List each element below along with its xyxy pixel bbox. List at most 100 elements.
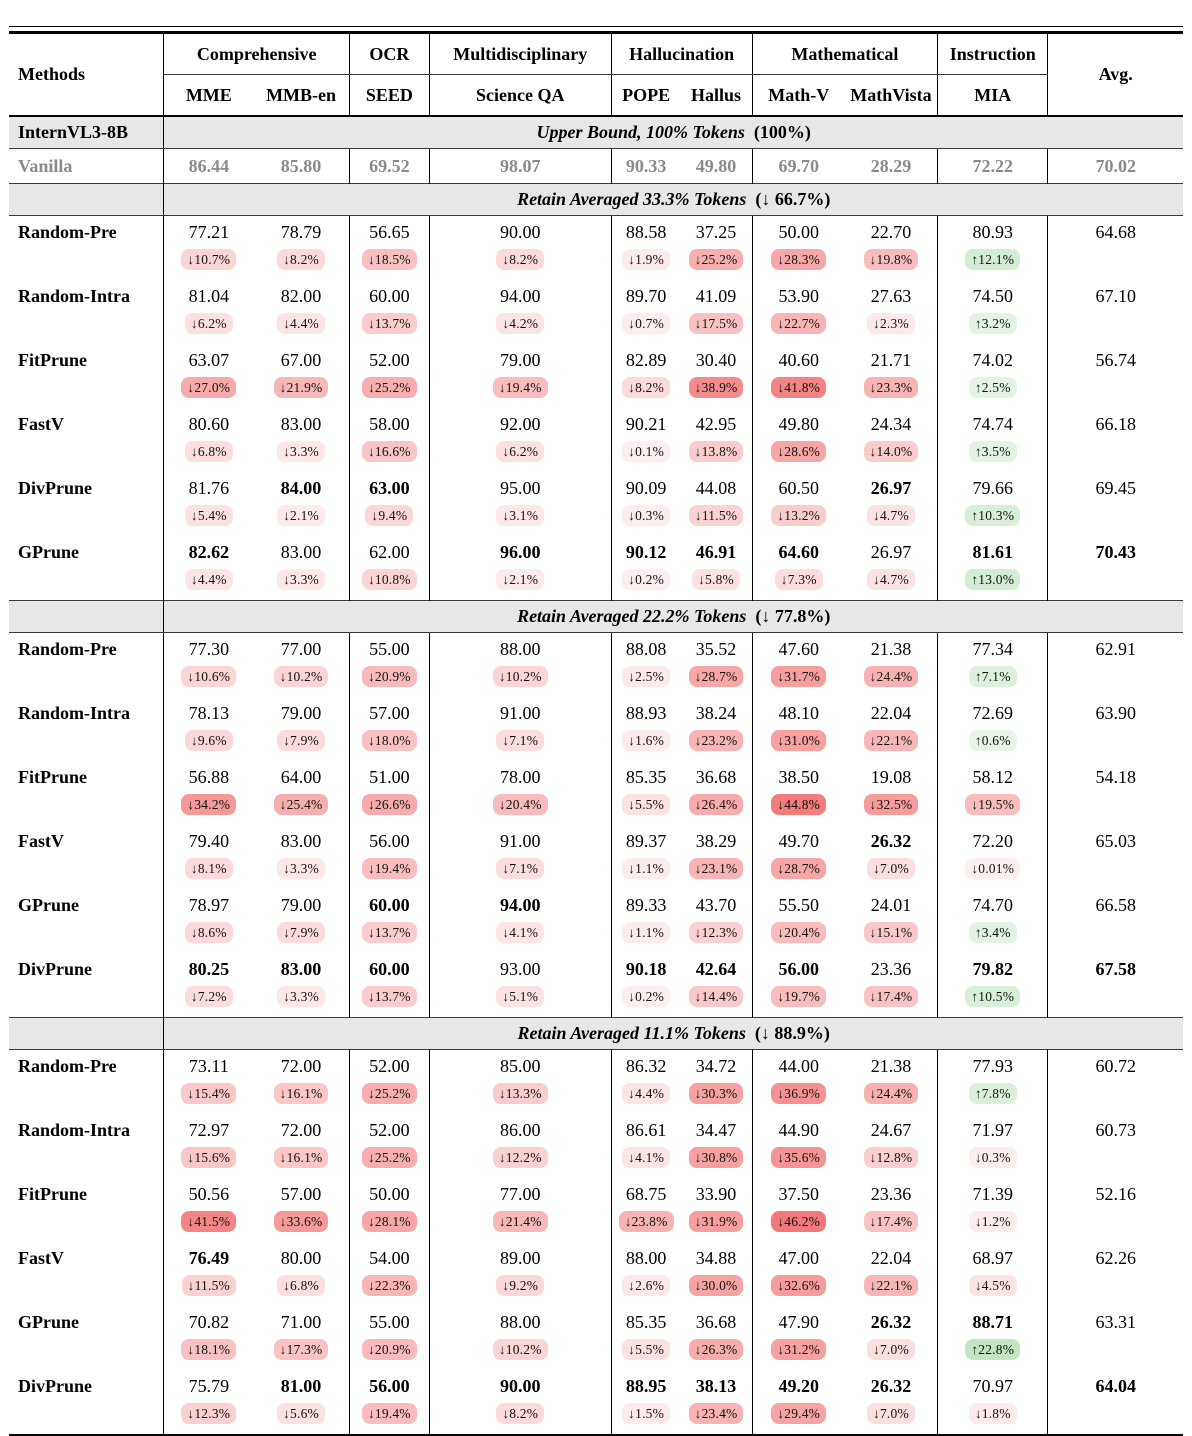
delta-cell: ↓36.9% bbox=[751, 1083, 845, 1114]
score-cell: 57.00 bbox=[348, 697, 430, 730]
score-cell: 78.79 bbox=[280, 222, 322, 242]
score-cell: 72.20 bbox=[937, 825, 1048, 858]
delta-cell: ↓7.0% bbox=[845, 1339, 938, 1370]
score-cell: 34.72 bbox=[695, 1056, 737, 1076]
delta-cell: ↓1.2% bbox=[937, 1211, 1048, 1242]
avg-cell: 63.31 bbox=[1047, 1306, 1183, 1339]
empty-avg-cell bbox=[1047, 1147, 1183, 1178]
score-cell: 79.40 bbox=[163, 825, 254, 858]
score-cell: 47.60 bbox=[751, 632, 845, 666]
score-cell: 79.00 bbox=[280, 703, 322, 723]
score-cell: 38.24 bbox=[695, 703, 737, 723]
empty-avg-cell bbox=[1047, 1083, 1183, 1114]
delta-badge: ↓27.0% bbox=[181, 377, 237, 398]
score-cell: 81.04 bbox=[163, 280, 254, 313]
delta-cell: ↓30.3% bbox=[681, 1083, 753, 1114]
empty-method-cell bbox=[9, 313, 164, 344]
score-cell: 79.66 bbox=[937, 472, 1048, 505]
score-cell: 88.08 bbox=[610, 632, 681, 666]
avg-cell: 66.58 bbox=[1047, 889, 1183, 922]
delta-cell: ↓23.4% bbox=[681, 1403, 753, 1435]
score-cell: 60.50 bbox=[751, 472, 845, 505]
delta-badge: ↓13.3% bbox=[492, 1083, 548, 1104]
delta-cell: ↓19.4% bbox=[348, 1403, 430, 1435]
delta-cell: ↓28.1% bbox=[348, 1211, 430, 1242]
table-row-divprune: DivPrune 80.25 83.00 60.00 93.00 90.18 42.64 56… bbox=[9, 953, 1183, 986]
score-cell: 77.34 bbox=[937, 632, 1048, 666]
score-cell: 80.25 bbox=[163, 953, 254, 986]
score-cell: 52.00 bbox=[348, 1114, 430, 1147]
delta-row-divprune: ↓5.4% ↓2.1% ↓9.4% ↓3.1% ↓0.3% ↓11.5% ↓13.2% ↓4.… bbox=[9, 505, 1183, 536]
delta-badge: ↓30.0% bbox=[688, 1275, 744, 1296]
score-cell: 27.63 bbox=[870, 286, 912, 306]
delta-cell: ↓0.01% bbox=[937, 858, 1048, 889]
delta-cell: ↑3.4% bbox=[937, 922, 1048, 953]
delta-badge: ↓23.2% bbox=[688, 730, 744, 751]
delta-badge: ↓13.7% bbox=[361, 922, 417, 943]
delta-badge: ↓22.3% bbox=[361, 1275, 417, 1296]
delta-cell: ↓5.4% bbox=[163, 505, 254, 536]
delta-badge: ↓0.3% bbox=[622, 505, 671, 526]
score-cell: 21.38 bbox=[870, 1056, 912, 1076]
delta-cell: ↓25.4% bbox=[253, 794, 349, 825]
delta-cell: ↓6.2% bbox=[163, 313, 254, 344]
score-cell: 37.25 bbox=[695, 222, 737, 242]
delta-cell: ↓17.4% bbox=[845, 986, 938, 1018]
delta-row-random-intra: ↓9.6% ↓7.9% ↓18.0% ↓7.1% ↓1.6% ↓23.2% ↓31.0% ↓2… bbox=[9, 730, 1183, 761]
delta-badge: ↓7.9% bbox=[277, 922, 325, 943]
delta-cell: ↓28.7% bbox=[751, 858, 845, 889]
delta-badge: ↓24.4% bbox=[863, 666, 919, 687]
delta-badge: ↓12.8% bbox=[863, 1147, 919, 1168]
delta-cell: ↓24.4% bbox=[845, 666, 938, 697]
delta-cell: ↓7.2% bbox=[163, 986, 254, 1018]
delta-badge: ↓4.7% bbox=[867, 505, 915, 526]
delta-badge: ↓7.2% bbox=[184, 986, 233, 1007]
delta-cell: ↓25.2% bbox=[681, 249, 753, 280]
benchmark-results-table: Methods Comprehensive OCR Multidisciplin… bbox=[9, 31, 1183, 1436]
column-header-math-v: Math-V bbox=[751, 74, 845, 117]
delta-cell: ↓6.8% bbox=[163, 441, 254, 472]
empty-avg-cell bbox=[1047, 1211, 1183, 1242]
delta-badge: ↓31.7% bbox=[771, 666, 827, 687]
delta-badge: ↓12.3% bbox=[688, 922, 744, 943]
empty-method-cell bbox=[9, 858, 164, 889]
delta-cell: ↓16.1% bbox=[253, 1083, 349, 1114]
table-row-gprune: GPrune 82.62 83.00 62.00 96.00 90.12 46.91 64.6… bbox=[9, 536, 1183, 569]
section-banner-text: Upper Bound, 100% Tokens bbox=[536, 122, 745, 142]
delta-badge: ↓46.2% bbox=[771, 1211, 827, 1232]
score-cell: 54.00 bbox=[348, 1242, 430, 1275]
score-cell: 42.95 bbox=[695, 414, 737, 434]
delta-cell: ↓28.3% bbox=[751, 249, 845, 280]
delta-badge: ↓8.1% bbox=[184, 858, 233, 879]
delta-cell: ↓7.9% bbox=[253, 730, 349, 761]
score-cell: 50.00 bbox=[348, 1178, 430, 1211]
delta-badge: ↓31.2% bbox=[771, 1339, 827, 1360]
delta-cell: ↓1.5% bbox=[610, 1403, 681, 1435]
delta-badge: ↑7.1% bbox=[968, 666, 1017, 687]
delta-badge: ↓8.6% bbox=[184, 922, 233, 943]
delta-row-random-pre: ↓15.4% ↓16.1% ↓25.2% ↓13.3% ↓4.4% ↓30.3% ↓36.9… bbox=[9, 1083, 1183, 1114]
avg-cell: 67.10 bbox=[1047, 280, 1183, 313]
delta-cell: ↓1.1% bbox=[610, 858, 681, 889]
delta-cell: ↓10.7% bbox=[163, 249, 254, 280]
score-cell: 83.00 bbox=[280, 414, 322, 434]
delta-badge: ↓18.1% bbox=[181, 1339, 237, 1360]
delta-cell: ↓4.4% bbox=[610, 1083, 681, 1114]
delta-badge: ↓4.1% bbox=[622, 1147, 671, 1168]
score-cell: 88.95 bbox=[610, 1370, 681, 1403]
delta-cell: ↓25.2% bbox=[348, 1083, 430, 1114]
delta-cell: ↓12.2% bbox=[428, 1147, 612, 1178]
empty-method-cell bbox=[9, 1211, 164, 1242]
section-banner: Retain Averaged 22.2% Tokens (↓ 77.8%) bbox=[163, 600, 1183, 633]
section-banner: Retain Averaged 11.1% Tokens (↓ 88.9%) bbox=[163, 1017, 1183, 1050]
delta-cell: ↓4.4% bbox=[253, 313, 349, 344]
delta-badge: ↓3.1% bbox=[496, 505, 545, 526]
delta-cell: ↓13.7% bbox=[348, 922, 430, 953]
method-label: DivPrune bbox=[18, 478, 92, 498]
score-cell: 88.71 bbox=[937, 1306, 1048, 1339]
score-cell: 75.79 bbox=[163, 1370, 254, 1403]
delta-cell: ↓1.1% bbox=[610, 922, 681, 953]
delta-badge: ↓21.9% bbox=[273, 377, 329, 398]
delta-badge: ↓0.7% bbox=[622, 313, 671, 334]
score-cell: 23.36 bbox=[870, 1184, 912, 1204]
